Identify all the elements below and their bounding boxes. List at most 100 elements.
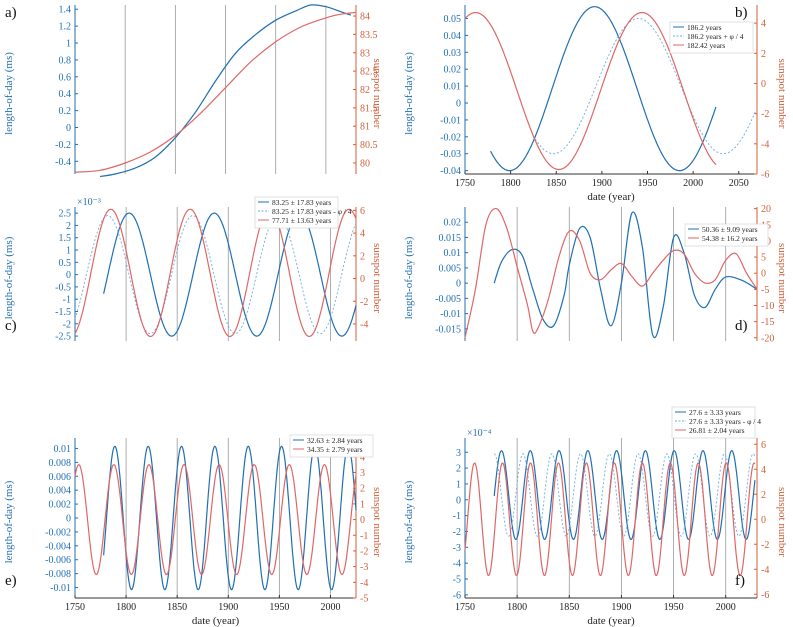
panel-e-right-tick-label: -3 <box>360 562 368 573</box>
panel-b-right-axis-label: sunspot number <box>776 59 788 129</box>
panel-f-x-axis-label: date (year) <box>587 615 635 627</box>
panel-e-legend-entry: 34.35 ± 2.79 years <box>307 445 363 454</box>
panel-e-right-tick-label: 1 <box>360 499 365 510</box>
panel-f-left-tick-label: -1 <box>453 511 461 522</box>
panel-c-left-tick-label: -2.5 <box>55 332 71 343</box>
panel-b-legend-entry: 186.2 years <box>687 23 722 32</box>
panel-d-right-tick-label: -15 <box>761 317 774 328</box>
panel-b-legend-entry: 186.2 years + φ / 4 <box>687 32 744 41</box>
panel-f-right-tick-label: -6 <box>761 590 769 601</box>
panel-e-left-tick-label: 0.002 <box>49 500 72 511</box>
panel-a-right-tick-label: 83.5 <box>360 30 378 41</box>
panel-c-right-tick-label: 0 <box>360 274 365 285</box>
panel-d-right-tick-label: -5 <box>761 285 769 296</box>
panel-d-series-1-line <box>493 211 758 338</box>
panel-b-right-tick-label: -2 <box>761 109 769 120</box>
panel-b-x-axis-label: date (year) <box>587 191 635 203</box>
panel-f-left-tick-label: -2 <box>453 527 461 538</box>
panel-c-panel-label: c) <box>5 318 17 334</box>
panel-e-x-tick-label: 1800 <box>116 602 136 613</box>
panel-b-left-tick-label: -0.01 <box>440 115 461 126</box>
panel-c-left-tick-label: 0 <box>66 270 71 281</box>
panel-e-left-tick-label: -0.004 <box>45 541 71 552</box>
panel-b-panel-label: b) <box>735 5 748 21</box>
panel-b-left-tick-label: 0.03 <box>444 48 462 59</box>
panel-f-series-1-line <box>493 450 756 541</box>
panel-b-left-tick-label: -0.03 <box>440 149 461 160</box>
panel-e-left-tick-label: 0.004 <box>49 486 72 497</box>
panel-b-right-tick-label: 4 <box>761 19 766 30</box>
panel-c-legend-entry: 77.71 ± 13.63 years <box>272 216 331 225</box>
panel-b-series-1-line <box>490 6 717 172</box>
panel-f-right-tick-label: -2 <box>761 540 769 551</box>
panel-e-series-1-line <box>103 445 357 591</box>
panel-f-right-tick-label: 2 <box>761 490 766 501</box>
panel-f-series-3-line <box>464 462 756 577</box>
panel-d-left-tick-label: -0.005 <box>435 294 461 305</box>
panel-d-left-tick-label: 0.015 <box>439 233 462 244</box>
panel-f-left-tick-label: 3 <box>456 448 461 459</box>
panel-e-right-tick-label: -1 <box>360 531 368 542</box>
panel-c-legend-entry: 83.25 ± 17.83 years <box>272 198 331 207</box>
panel-c-legend-entry: 83.25 ± 17.83 years - φ / 4 <box>272 207 352 216</box>
panel-b-left-axis-label: length-of-day (ms) <box>403 52 415 135</box>
panel-f-right-tick-label: 4 <box>761 465 766 476</box>
panel-d-legend-box <box>684 223 769 247</box>
panel-c-left-tick-label: 2 <box>66 221 71 232</box>
panel-e-left-tick-label: -0.002 <box>45 527 71 538</box>
panel-a-left-tick-label: 1 <box>66 39 71 50</box>
panel-f-series-2-line <box>493 453 756 537</box>
panel-e-right-tick-label: -4 <box>360 578 368 589</box>
panel-c-series-1-line <box>103 212 357 337</box>
panel-b-series-2-line <box>534 18 756 155</box>
panel-d-right-tick-label: 5 <box>761 253 766 264</box>
panel-c-right-tick-label: -4 <box>360 319 368 330</box>
panel-e-right-tick-label: 2 <box>360 484 365 495</box>
panel-a-left-tick-label: 0.6 <box>59 72 72 83</box>
panel-d-left-tick-label: -0.015 <box>435 324 461 335</box>
panel-d-right-tick-label: 0 <box>761 269 766 280</box>
panel-e-left-axis-label: length-of-day (ms) <box>3 480 15 563</box>
panel-e-right-tick-label: 3 <box>360 468 365 479</box>
panel-c-left-tick-label: -1 <box>63 295 71 306</box>
panel-c-left-tick-label: -2 <box>63 319 71 330</box>
panel-f-x-tick-label: 1900 <box>611 602 631 613</box>
panel-f-left-tick-label: -4 <box>453 559 461 570</box>
panel-a-right-tick-label: 83 <box>360 48 370 59</box>
panel-b-right-tick-label: 0 <box>761 79 766 90</box>
panel-a-left-tick-label: 0.8 <box>59 55 72 66</box>
panel-f-x-tick-label: 1850 <box>559 602 579 613</box>
panel-a-left-axis-label: length-of-day (ms) <box>3 52 15 135</box>
panel-d-panel-label: d) <box>735 318 748 334</box>
panel-b-right-tick-label: -4 <box>761 139 769 150</box>
panel-c-left-tick-label: 0.5 <box>59 258 72 269</box>
panel-d-right-axis-label: sunspot number <box>776 243 788 313</box>
panel-d-left-tick-label: 0.005 <box>439 263 462 274</box>
panel-b-x-tick-label: 1950 <box>638 178 658 189</box>
panel-a-left-tick-label: 0.4 <box>59 89 72 100</box>
panel-d-left-tick-label: -0.01 <box>440 309 461 320</box>
panel-b-right-tick-label: 2 <box>761 49 766 60</box>
panel-c-series-3-line <box>74 208 357 338</box>
panel-d-series-2-line <box>464 207 758 338</box>
panel-a-left-tick-label: 1.2 <box>59 22 72 33</box>
panel-f-left-tick-label: 0 <box>456 495 461 506</box>
panel-a-right-axis-label: sunspot number <box>371 59 383 129</box>
panel-e-left-tick-label: 0.01 <box>54 444 72 455</box>
panel-f-x-tick-label: 1800 <box>507 602 527 613</box>
panel-f-left-tick-label: 1 <box>456 479 461 490</box>
panel-a-right-tick-label: 84 <box>360 12 370 23</box>
panel-c-right-tick-label: 2 <box>360 251 365 262</box>
panel-b-series-3-line <box>464 11 717 171</box>
panel-c-series-2-line <box>74 215 357 335</box>
panel-f-left-tick-label: -5 <box>453 574 461 585</box>
panel-d-left-tick-label: 0.02 <box>444 218 462 229</box>
panel-d-left-tick-label: 0 <box>456 279 461 290</box>
panel-e-left-tick-label: -0.006 <box>45 555 71 566</box>
panel-b-left-tick-label: -0.04 <box>440 166 461 177</box>
panel-c-left-axis-label: length-of-day (ms) <box>3 236 15 319</box>
panel-a-right-tick-label: 81 <box>360 122 370 133</box>
panel-e-legend-box <box>289 434 374 458</box>
panel-f-right-tick-label: 6 <box>761 440 766 451</box>
